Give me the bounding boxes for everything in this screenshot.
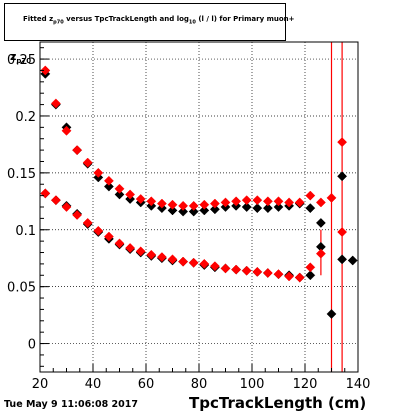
data-point: [337, 227, 348, 237]
y-tick-label: 0.2: [15, 110, 36, 125]
x-axis-label: TpcTrackLength (cm): [189, 394, 367, 412]
data-point: [167, 199, 178, 210]
data-point: [135, 246, 146, 257]
data-point: [262, 196, 273, 207]
data-point: [146, 196, 157, 207]
data-point: [220, 263, 231, 274]
data-point: [61, 202, 72, 212]
data-point: [188, 200, 199, 211]
timestamp: Tue May 9 11:06:08 2017: [4, 399, 138, 410]
y-tick-label: 0.05: [7, 281, 36, 296]
data-point: [103, 175, 114, 186]
data-point: [305, 190, 316, 201]
data-point: [294, 272, 305, 283]
grid: [40, 42, 358, 372]
data-point: [315, 217, 326, 228]
data-point: [326, 192, 337, 203]
data-point: [209, 198, 220, 209]
data-point: [40, 65, 51, 76]
data-point: [199, 205, 210, 216]
data-point: [294, 197, 305, 208]
data-point: [167, 205, 178, 216]
axes: 20 40 60 80 100 120 140 0 0.05 0.1 0.15 0.2 0.25: [7, 47, 371, 392]
x-tick-label: 120: [293, 377, 318, 392]
data-point: [241, 202, 252, 212]
data-point: [72, 210, 83, 220]
data-point: [315, 248, 326, 259]
x-tick-label: 100: [240, 377, 265, 392]
data-point: [273, 202, 284, 212]
data-point: [241, 265, 252, 276]
data-point: [82, 157, 93, 168]
data-point: [337, 137, 348, 148]
chart-title-box: Fitted zp70 versus TpcTrackLength and lo…: [4, 3, 295, 41]
data-point: [114, 183, 125, 194]
data-point: [50, 195, 61, 206]
data-point: [262, 268, 273, 278]
data-point: [103, 231, 114, 242]
y-tick-label: 0: [28, 338, 36, 353]
y-tick-label: 0.25: [7, 53, 36, 68]
data-point: [178, 200, 189, 211]
data-points: [40, 65, 358, 319]
data-point: [188, 257, 199, 268]
data-point: [125, 243, 136, 253]
x-tick-label: 140: [346, 377, 371, 392]
data-point: [305, 262, 316, 273]
y-tick-label: 0.15: [7, 167, 36, 182]
data-point: [252, 195, 263, 206]
data-point: [93, 225, 104, 236]
data-point: [209, 204, 220, 215]
data-point: [199, 258, 210, 269]
data-point: [262, 203, 273, 214]
data-point: [199, 199, 210, 210]
data-point: [305, 203, 316, 214]
data-point: [125, 189, 136, 200]
x-tick-label: 20: [32, 377, 49, 392]
y-axis-label: zp70: [10, 50, 31, 65]
data-point: [284, 197, 295, 208]
x-tick-label: 40: [85, 377, 102, 392]
data-point: [231, 196, 242, 207]
data-point: [188, 206, 199, 217]
data-point: [209, 261, 220, 272]
data-point: [284, 271, 295, 282]
data-point: [50, 98, 61, 109]
data-point: [252, 266, 263, 277]
data-point: [146, 249, 157, 260]
y-tick-label: 0.1: [15, 224, 36, 239]
data-point: [337, 254, 348, 265]
data-point: [315, 197, 326, 208]
data-point: [156, 198, 167, 209]
data-point: [347, 255, 358, 266]
data-point: [220, 197, 231, 208]
data-point: [103, 181, 114, 192]
data-point: [337, 171, 348, 182]
data-point: [114, 238, 125, 249]
data-point: [241, 195, 252, 206]
data-point: [326, 309, 337, 319]
data-point: [82, 217, 93, 228]
data-point: [273, 269, 284, 280]
x-tick-label: 80: [191, 377, 208, 392]
chart-title: Fitted zp70 versus TpcTrackLength and lo…: [23, 15, 295, 26]
data-point: [305, 270, 316, 281]
data-point: [167, 254, 178, 265]
x-tick-label: 60: [138, 377, 155, 392]
data-point: [178, 206, 189, 217]
data-point: [61, 125, 72, 136]
data-point: [252, 203, 263, 214]
data-point: [156, 252, 167, 263]
data-point: [93, 167, 104, 178]
data-point: [135, 194, 146, 204]
data-point: [114, 189, 125, 200]
data-point: [72, 145, 83, 156]
data-point: [178, 256, 189, 267]
data-point: [231, 264, 242, 275]
data-point: [273, 196, 284, 207]
